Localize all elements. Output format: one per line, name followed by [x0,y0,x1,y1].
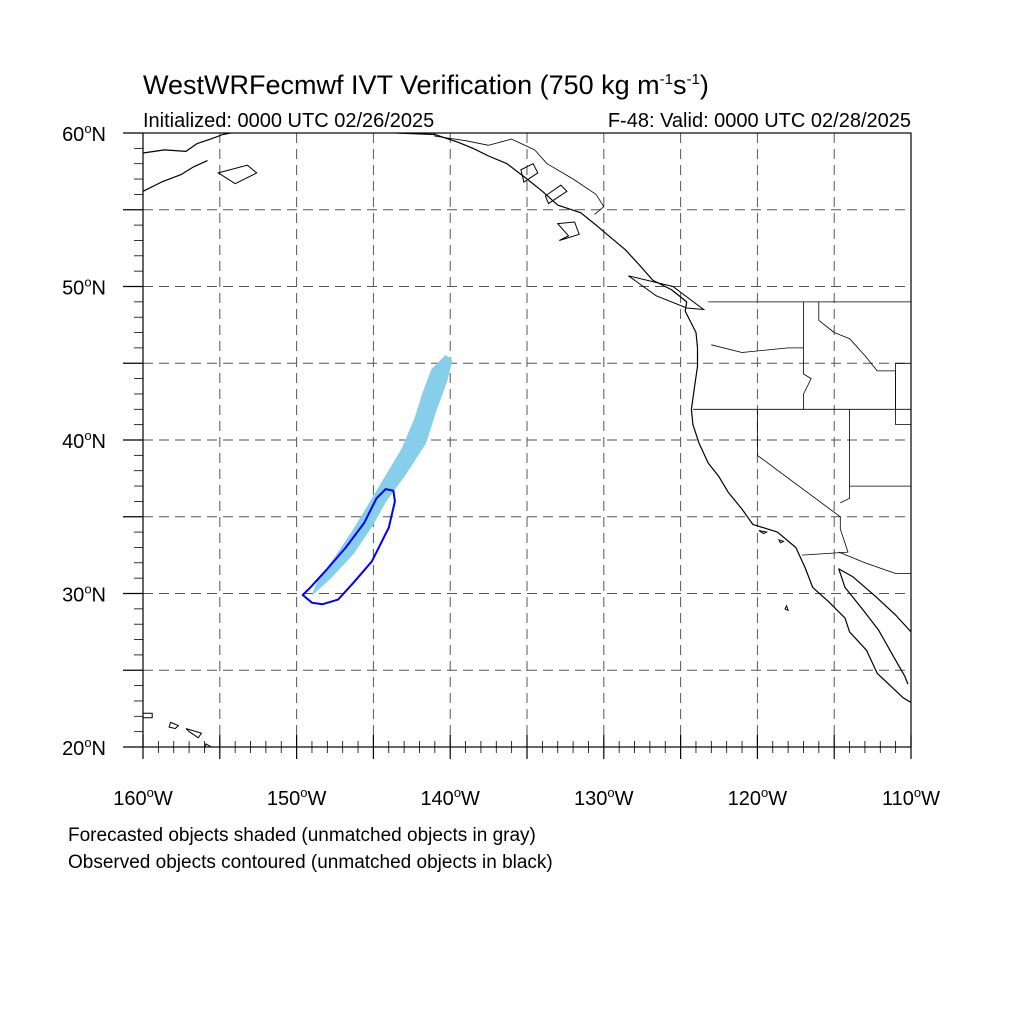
island-outline [628,275,706,311]
lat-label: 30oN [62,582,106,607]
lon-label: 150oW [267,785,327,810]
island-outline [520,163,539,183]
political-border [711,344,804,353]
geography-layer [143,133,911,747]
objects-layer [301,354,453,606]
lat-label: 50oN [62,275,106,300]
political-border [840,409,850,504]
graticule [143,133,911,747]
title-text-unit: s [672,70,687,100]
title-text-close: ) [699,70,709,100]
title-exponent: -1 [686,71,700,88]
island-outline [758,530,769,535]
island-outline [168,721,180,730]
lon-label: 130oW [574,785,634,810]
coastline [396,133,911,704]
political-border [803,301,812,410]
valid-time-label: F-48: Valid: 0000 UTC 02/28/2025 [607,110,911,132]
political-border [838,551,911,574]
island-outline [217,164,258,185]
political-border [434,133,605,215]
island-outline [784,604,789,612]
political-border [818,301,896,410]
axis-labels: 60oN 50oN 40oN 30oN 20oN 160oW 150oW 140oW 130oW… [62,121,940,810]
island-outline [544,184,568,205]
gulf-coastline [838,568,911,685]
lat-label: 60oN [62,121,106,146]
alaska-peninsula-coastline [143,160,208,192]
plot-title: WestWRFecmwf IVT Verification (750 kg m-… [143,70,709,101]
map-frame [142,132,912,748]
legend-forecast-note: Forecasted objects shaded (unmatched obj… [68,825,536,846]
island-outline [556,221,580,241]
island-outline [185,728,203,739]
alaska-coastline [143,133,231,154]
title-text: WestWRFecmwf IVT Verification (750 kg m [143,70,660,100]
forecast-ivt-object [311,354,453,596]
lon-label: 110oW [882,785,940,810]
legend-observed-note: Observed objects contoured (unmatched ob… [68,852,553,873]
initialized-label: Initialized: 0000 UTC 02/26/2025 [143,110,435,132]
lat-label: 40oN [62,428,106,453]
political-border [895,362,911,426]
lat-label: 20oN [62,735,106,760]
axis-ticks [123,132,912,759]
title-exponent: -1 [659,71,673,88]
lon-label: 140oW [420,785,480,810]
island-outline [777,538,785,544]
island-outline [143,712,153,719]
observed-ivt-contour [301,488,396,606]
lon-label: 160oW [113,785,173,810]
lon-label: 120oW [728,785,788,810]
